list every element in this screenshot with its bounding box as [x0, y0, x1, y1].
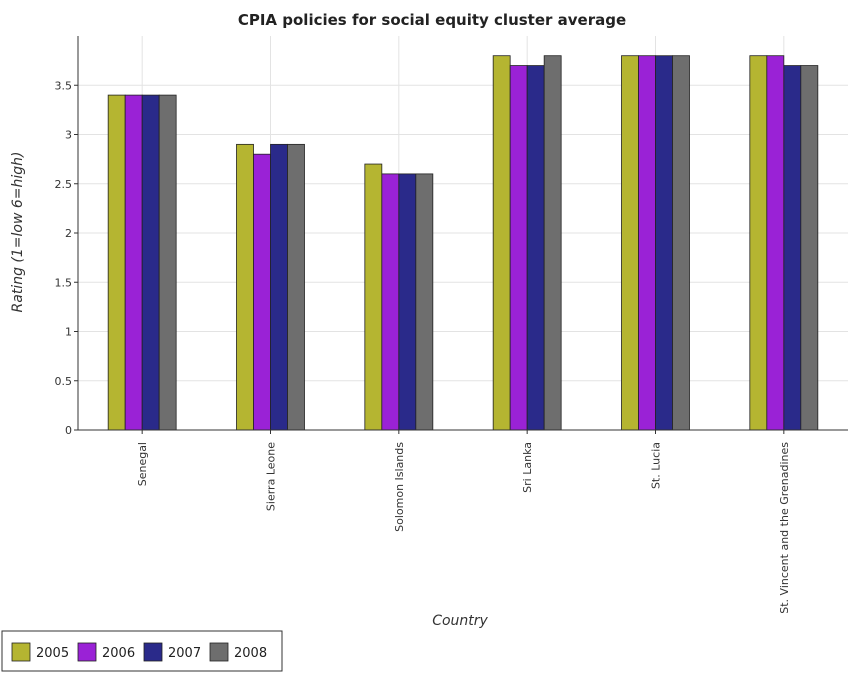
bar-2008-senegal	[158, 94, 177, 431]
bar-2006-solomon-islands	[381, 173, 400, 431]
y-tick-label: 0.5	[55, 375, 73, 388]
bar-2005-st-vincent-and-the-grenadines	[749, 55, 768, 431]
legend-label: 2008	[234, 646, 267, 661]
y-tick-label: 2	[65, 227, 72, 240]
legend-box	[1, 630, 283, 672]
x-tick-label: St. Lucia	[650, 442, 663, 489]
legend-label: 2007	[168, 646, 201, 661]
legend-swatch	[209, 642, 229, 662]
bar-2007-solomon-islands	[398, 173, 417, 431]
bar-2005-sri-lanka	[492, 55, 511, 431]
bar-2007-sierra-leone	[270, 143, 288, 431]
x-tick-label: Solomon Islands	[393, 442, 406, 532]
bar-2007-st-lucia	[655, 55, 673, 431]
y-tick-label: 2.5	[55, 178, 73, 191]
bar-2006-sierra-leone	[253, 153, 271, 431]
bars	[107, 55, 819, 431]
legend: 2005 2006 2007 2008	[1, 630, 283, 672]
bar-2007-sri-lanka	[526, 65, 545, 431]
legend-swatch	[143, 642, 163, 662]
bar-2008-sierra-leone	[287, 143, 305, 431]
bar-2007-senegal	[141, 94, 160, 431]
bar-2008-solomon-islands	[415, 173, 434, 431]
x-tick-label: Senegal	[136, 442, 149, 486]
y-tick-label: 0	[65, 424, 72, 437]
legend-swatch	[11, 642, 31, 662]
y-tick-label: 3.5	[55, 79, 73, 92]
bar-2005-senegal	[107, 94, 126, 431]
bar-2008-sri-lanka	[543, 55, 562, 431]
bar-2005-st-lucia	[621, 55, 639, 431]
y-tick-label: 1.5	[55, 276, 73, 289]
legend-label: 2006	[102, 646, 135, 661]
y-tick-label: 1	[65, 326, 72, 339]
bar-2008-st-vincent-and-the-grenadines	[800, 65, 819, 431]
chart-title: CPIA policies for social equity cluster …	[238, 11, 626, 29]
bar-2007-st-vincent-and-the-grenadines	[783, 65, 802, 431]
y-axis-label: Rating (1=low 6=high)	[10, 152, 26, 313]
y-tick-label: 3	[65, 129, 72, 142]
bar-2005-solomon-islands	[364, 163, 383, 431]
legend-swatch	[77, 642, 97, 662]
bar-2006-senegal	[124, 94, 143, 431]
bar-2006-st-lucia	[638, 55, 656, 431]
bar-2006-sri-lanka	[509, 65, 528, 431]
bar-2008-st-lucia	[672, 55, 690, 431]
x-axis-label: Country	[432, 613, 488, 629]
legend-label: 2005	[36, 646, 69, 661]
x-tick-label: St. Vincent and the Grenadines	[778, 442, 791, 614]
bar-2005-sierra-leone	[236, 143, 254, 431]
x-tick-label: Sierra Leone	[265, 442, 278, 511]
axes: 0 0.5 1 1.5 2 2.5 3 3.5 Senegal Sierra Leone Solom…	[55, 36, 848, 614]
x-tick-label: Sri Lanka	[521, 442, 534, 493]
grid	[78, 36, 848, 431]
bar-2006-st-vincent-and-the-grenadines	[766, 55, 785, 431]
